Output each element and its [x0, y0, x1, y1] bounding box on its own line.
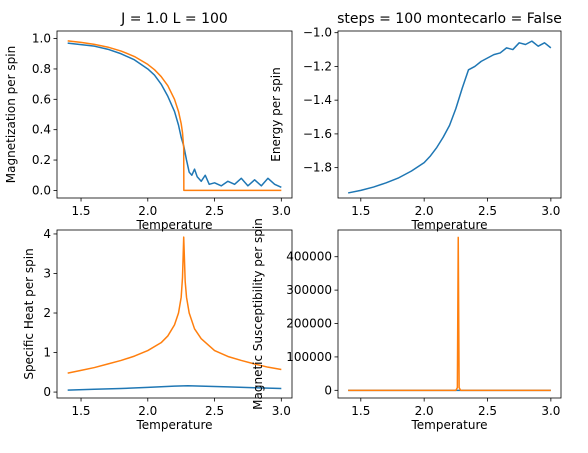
y-tick-label: 200000: [286, 317, 332, 331]
series-line-1: [67, 385, 282, 391]
y-tick-label: 1: [43, 346, 51, 360]
y-tick-label: 0.0: [32, 183, 51, 197]
x-axis-label: Temperature: [135, 218, 212, 232]
x-tick-label: 2.0: [415, 204, 434, 218]
x-axis-label: Temperature: [410, 218, 487, 232]
x-tick-label: 1.5: [351, 404, 370, 418]
y-tick-label: 0.2: [32, 153, 51, 167]
x-tick-label: 3.0: [541, 404, 560, 418]
x-tick-label: 2.0: [138, 404, 157, 418]
y-axis-label: Specific Heat per spin: [22, 248, 36, 379]
series-line-2: [348, 236, 551, 392]
x-tick-label: 2.5: [478, 204, 497, 218]
y-tick-label: 400000: [286, 250, 332, 264]
series-line-1: [347, 40, 552, 194]
subplot-title: J = 1.0 L = 100: [120, 11, 228, 27]
y-tick-label: 100000: [286, 350, 332, 364]
y-tick-label: 2: [43, 306, 51, 320]
x-tick-label: 2.0: [138, 204, 157, 218]
y-tick-label: −1.8: [303, 161, 332, 175]
y-tick-label: −1.4: [303, 93, 332, 107]
y-tick-label: 0: [43, 385, 51, 399]
y-tick-label: −1.0: [303, 26, 332, 40]
y-tick-label: −1.6: [303, 127, 332, 141]
x-tick-label: 2.5: [205, 404, 224, 418]
subplot-2: 1.5 2.0 2.5 3.0 −1.8 −1.6 −1.4 −1.2 −1.0 Temperat…: [269, 11, 562, 232]
y-tick-label: 0.6: [32, 92, 51, 106]
x-tick-label: 2.5: [478, 404, 497, 418]
x-tick-label: 1.5: [71, 404, 90, 418]
x-tick-label: 2.0: [415, 404, 434, 418]
y-tick-label: 1.0: [32, 32, 51, 46]
y-tick-label: 0.4: [32, 123, 51, 137]
y-axis-label: Magnetization per spin: [4, 46, 18, 183]
y-tick-label: 0: [324, 383, 332, 397]
x-tick-label: 3.0: [272, 204, 291, 218]
x-tick-label: 1.5: [71, 204, 90, 218]
subplot-3: 1.5 2.0 2.5 3.0 0 1 2 3 4 Temperature Specific Hea…: [22, 227, 293, 432]
series-line-2: [67, 40, 282, 192]
axes-frame: [56, 229, 293, 399]
subplot-title: steps = 100 montecarlo = False: [337, 11, 562, 27]
x-tick-label: 1.5: [351, 204, 370, 218]
x-tick-label: 3.0: [272, 404, 291, 418]
y-tick-label: 3: [43, 266, 51, 280]
y-tick-label: 0.8: [32, 62, 51, 76]
y-tick-label: 300000: [286, 283, 332, 297]
y-axis-label: Energy per spin: [269, 67, 283, 161]
x-tick-label: 3.0: [541, 204, 560, 218]
y-axis-label: Magnetic Susceptibility per spin: [251, 218, 265, 410]
x-axis-label: Temperature: [410, 418, 487, 432]
y-tick-label: 4: [43, 227, 51, 241]
series-line-2: [67, 236, 282, 374]
y-tick-label: −1.2: [303, 59, 332, 73]
x-axis-label: Temperature: [135, 418, 212, 432]
axes-frame: [337, 229, 562, 399]
x-tick-label: 2.5: [205, 204, 224, 218]
subplot-4: 1.5 2.0 2.5 3.0 0 100000 200000 300000 400000 Tem…: [251, 218, 562, 432]
axes-frame: [56, 30, 293, 199]
axes-frame: [337, 30, 562, 199]
series-line-1: [67, 42, 282, 189]
subplot-1: 1.5 2.0 2.5 3.0 0.0 0.2 0.4 0.6 0.8 1.0 Temperatur…: [4, 11, 293, 232]
